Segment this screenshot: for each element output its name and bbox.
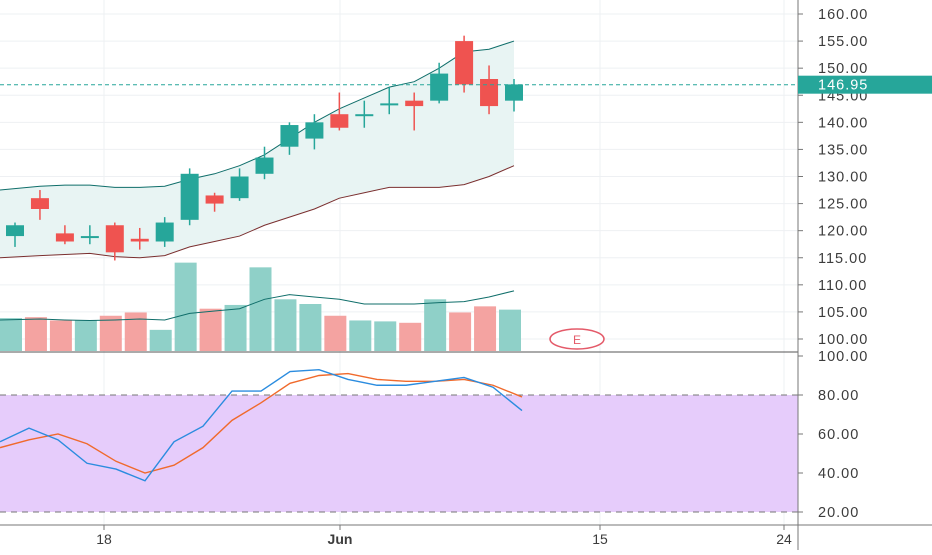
price-tick-label: 110.00: [818, 278, 867, 294]
price-tick-label: 135.00: [818, 142, 868, 158]
volume-bar: [399, 322, 422, 351]
candle-body[interactable]: [130, 238, 149, 242]
time-tick-label: 15: [592, 531, 608, 547]
volume-bar: [349, 320, 372, 351]
osc-tick-label: 100.00: [818, 349, 868, 365]
volume-bar: [224, 304, 247, 351]
candle-body[interactable]: [455, 41, 474, 85]
last-price-label: 146.95: [818, 78, 868, 94]
candle-body[interactable]: [305, 122, 324, 139]
candle-body[interactable]: [480, 79, 499, 107]
candle-body[interactable]: [355, 114, 374, 117]
osc-tick-label: 20.00: [818, 505, 859, 521]
candle-body[interactable]: [280, 125, 299, 147]
volume-bar: [424, 299, 447, 351]
last-price-tag: [798, 75, 932, 94]
volume-bar: [199, 308, 222, 351]
price-tick-label: 140.00: [818, 115, 868, 131]
candle-body[interactable]: [330, 114, 349, 128]
candle-body[interactable]: [105, 225, 124, 253]
volume-bar: [149, 329, 172, 351]
price-tick-label: 150.00: [818, 61, 868, 77]
candle-body[interactable]: [430, 73, 449, 101]
time-tick-label: 24: [776, 531, 792, 547]
price-tick-label: 120.00: [818, 224, 868, 240]
volume-bar: [0, 318, 22, 351]
volume-bar: [474, 306, 497, 351]
price-tick-label: 100.00: [818, 332, 868, 348]
volume-bar: [324, 315, 347, 351]
volume-ma-line: [0, 290, 515, 321]
time-tick-label: 18: [96, 531, 112, 547]
volume-bar: [299, 304, 322, 351]
osc-tick-label: 40.00: [818, 466, 859, 482]
price-tick-label: 160.00: [818, 7, 868, 23]
stoch-band-fill: [0, 395, 798, 512]
earnings-marker-label: E: [573, 333, 581, 347]
price-tick-label: 115.00: [818, 251, 867, 267]
candle-body[interactable]: [230, 176, 249, 199]
time-tick-label: Jun: [328, 531, 353, 547]
candle-body[interactable]: [155, 222, 174, 242]
price-tick-label: 155.00: [818, 34, 868, 50]
candle-body[interactable]: [380, 103, 399, 106]
candle-body[interactable]: [205, 195, 224, 204]
candle-body[interactable]: [180, 173, 199, 220]
candle-body[interactable]: [80, 236, 99, 239]
volume-bar: [74, 320, 97, 351]
candle-body[interactable]: [255, 157, 274, 174]
volume-bar: [249, 267, 272, 351]
price-tick-label: 125.00: [818, 197, 868, 213]
volume-bar: [274, 299, 297, 351]
volume-bar: [449, 312, 472, 351]
volume-bar: [49, 320, 72, 351]
earnings-marker-icon[interactable]: [549, 328, 605, 350]
price-tick-label: 105.00: [818, 305, 868, 321]
bollinger-basis-line: [0, 165, 515, 259]
volume-bar: [174, 262, 197, 351]
stoch-k-line: [0, 368, 523, 482]
volume-bar: [499, 309, 521, 351]
candle-body[interactable]: [30, 198, 49, 209]
volume-bar: [124, 312, 147, 351]
candle-body[interactable]: [55, 233, 74, 242]
price-tick-label: 130.00: [818, 170, 868, 186]
candle-body[interactable]: [6, 225, 24, 237]
volume-bar: [374, 321, 397, 351]
osc-tick-label: 60.00: [818, 427, 859, 443]
candle-body[interactable]: [405, 100, 424, 107]
bollinger-fill: [0, 41, 514, 258]
osc-tick-label: 80.00: [818, 388, 859, 404]
volume-bar: [24, 317, 47, 351]
candle-body[interactable]: [505, 84, 523, 101]
volume-bar: [99, 315, 122, 351]
